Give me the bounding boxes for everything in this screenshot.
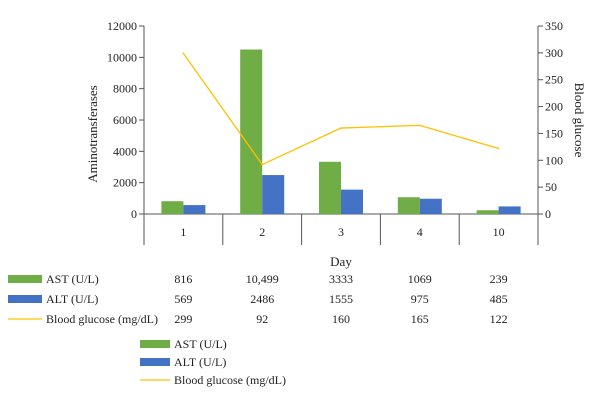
bar-ast	[161, 201, 184, 214]
table-row-label: AST (U/L)	[46, 272, 99, 286]
y2-tick-label: 350	[545, 19, 563, 33]
line-blood-glucose	[182, 53, 499, 166]
table-cell: 816	[174, 272, 192, 286]
x-tick-label: 10	[493, 225, 505, 239]
table-cell: 239	[490, 272, 508, 286]
bar-ast	[240, 49, 263, 214]
legend-key-alt	[140, 358, 170, 366]
point-blood-glucose	[497, 147, 500, 150]
bar-ast	[476, 210, 499, 214]
table-cell: 975	[411, 292, 429, 306]
bar-ast	[319, 161, 341, 214]
bar-ast	[397, 197, 420, 214]
y-tick-label: 6000	[113, 113, 137, 127]
x-axis-title: Day	[330, 254, 352, 269]
y-tick-label: 10000	[107, 50, 137, 64]
y-tick-label: 4000	[113, 144, 137, 158]
table-row-label: Blood glucose (mg/dL)	[46, 312, 158, 326]
x-tick-label: 1	[180, 225, 186, 239]
table-cell: 3333	[329, 272, 353, 286]
y2-tick-label: 200	[545, 100, 563, 114]
table-legend-key-ast	[8, 275, 42, 283]
y2-tick-label: 150	[545, 126, 563, 140]
bar-alt	[262, 175, 285, 214]
bar-alt	[341, 189, 363, 214]
table-legend-key-alt	[8, 295, 42, 303]
y-tick-label: 2000	[113, 176, 137, 190]
y2-tick-label: 100	[545, 153, 563, 167]
table-cell: 569	[174, 292, 192, 306]
x-tick-label: 4	[417, 225, 423, 239]
table-cell: 1069	[408, 272, 432, 286]
y-tick-label: 0	[131, 207, 137, 221]
legend-label: Blood glucose (mg/dL)	[174, 373, 286, 387]
table-cell: 485	[490, 292, 508, 306]
y-tick-label: 8000	[113, 82, 137, 96]
table-cell: 299	[174, 312, 192, 326]
table-cell: 92	[256, 312, 268, 326]
y2-tick-label: 300	[545, 46, 563, 60]
y-axis-title: Aminotransferases	[85, 85, 100, 182]
y2-tick-label: 250	[545, 73, 563, 87]
x-tick-label: 2	[259, 225, 265, 239]
table-cell: 122	[490, 312, 508, 326]
legend-label: ALT (U/L)	[174, 355, 226, 369]
y2-axis-title: Blood glucose	[572, 83, 587, 158]
legend-label: AST (U/L)	[174, 337, 227, 351]
y-tick-label: 12000	[107, 19, 137, 33]
point-blood-glucose	[419, 124, 421, 127]
table-cell: 1555	[329, 292, 353, 306]
point-blood-glucose	[340, 127, 342, 129]
bar-alt	[419, 198, 442, 214]
y2-tick-label: 50	[545, 180, 557, 194]
legend-key-ast	[140, 340, 170, 348]
bar-alt	[498, 206, 521, 214]
table-cell: 160	[332, 312, 350, 326]
point-blood-glucose	[182, 52, 185, 55]
y2-tick-label: 0	[545, 207, 551, 221]
table-cell: 10,499	[246, 272, 279, 286]
point-blood-glucose	[261, 163, 264, 166]
x-tick-label: 3	[338, 225, 344, 239]
bar-alt	[183, 205, 206, 214]
table-cell: 165	[411, 312, 429, 326]
table-cell: 2486	[250, 292, 274, 306]
table-row-label: ALT (U/L)	[46, 292, 98, 306]
